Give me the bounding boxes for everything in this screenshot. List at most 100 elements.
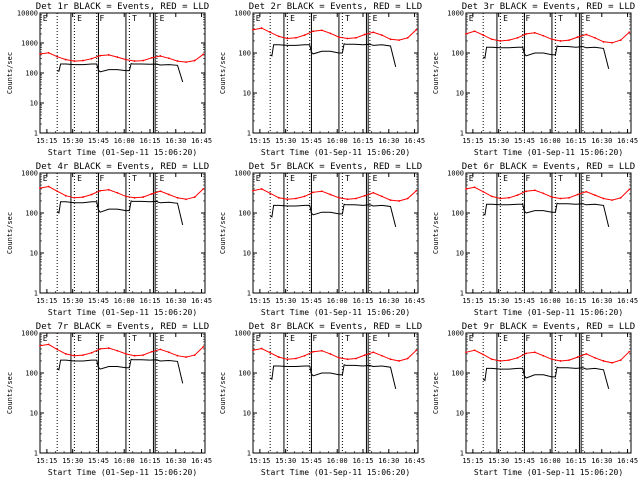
lld-series-point — [389, 199, 392, 202]
lld-series-point — [473, 349, 476, 352]
x-tick-label: 16:00 — [327, 137, 348, 145]
events-series-line — [482, 202, 610, 228]
interval-marker-label: E — [373, 174, 378, 183]
plot-frame — [39, 172, 206, 294]
interval-marker-label: F — [99, 174, 104, 183]
y-axis-label: Counts/sec — [219, 52, 227, 94]
chart-title: Det 3r BLACK = Events, RED = LLD — [462, 2, 635, 12]
lld-series-point — [346, 358, 349, 361]
x-tick-label: 15:15 — [249, 297, 270, 305]
lld-series-point — [415, 28, 418, 31]
x-tick-label: 16:15 — [139, 297, 160, 305]
lld-series-point — [508, 196, 510, 199]
lld-series-point — [533, 31, 536, 34]
x-tick-label: 16:30 — [591, 297, 612, 305]
x-tick-label: 16:45 — [404, 137, 425, 145]
interval-marker-label: E — [503, 174, 508, 183]
lld-series-point — [56, 190, 59, 193]
lld-series-point — [398, 200, 400, 202]
interval-marker-label: E — [469, 334, 474, 343]
x-tick-label: 16:15 — [565, 137, 586, 145]
lld-series-point — [90, 351, 93, 354]
interval-marker-label: E — [290, 174, 295, 183]
x-tick-label: 15:45 — [514, 137, 535, 145]
lld-series-point — [176, 354, 179, 357]
chart-panel: Det 3r BLACK = Events, RED = LLD Counts/s… — [432, 2, 638, 157]
chart-title: Det 8r BLACK = Events, RED = LLD — [249, 322, 422, 332]
lld-series-point — [159, 55, 162, 57]
lld-series-point — [286, 358, 289, 361]
lld-series-point — [133, 196, 136, 199]
x-tick-label: 15:30 — [275, 297, 296, 305]
interval-marker-label: E — [469, 174, 474, 183]
lld-series-point — [90, 57, 93, 60]
events-series-line — [56, 358, 184, 384]
chart-panel: Det 6r BLACK = Events, RED = LLD Counts/s… — [432, 162, 638, 317]
x-tick-label: 16:30 — [378, 137, 399, 145]
lld-series-point — [193, 59, 196, 62]
lld-series-point — [482, 190, 485, 193]
lld-series-point — [303, 34, 306, 37]
x-tick-label: 15:15 — [36, 297, 57, 305]
lld-series-point — [295, 36, 297, 39]
y-tick-label: 1000 — [447, 170, 464, 178]
lld-series-point — [628, 350, 631, 353]
lld-series-point — [252, 189, 254, 192]
y-tick-label: 1000 — [447, 10, 464, 18]
x-tick-label: 16:00 — [327, 297, 348, 305]
lld-series-point — [39, 53, 41, 55]
x-tick-label: 16:00 — [114, 297, 135, 305]
lld-series-point — [594, 194, 596, 197]
lld-series-point — [82, 354, 84, 357]
x-tick-label: 16:30 — [165, 137, 186, 145]
interval-marker-label: E — [373, 334, 378, 343]
lld-series-point — [355, 36, 358, 39]
lld-series-point — [499, 40, 502, 42]
lld-series-point — [269, 351, 272, 354]
x-tick-label: 15:15 — [36, 137, 57, 145]
lld-series-point — [150, 56, 153, 59]
lld-series-point — [56, 348, 59, 351]
lld-series-point — [176, 60, 179, 62]
lld-series-point — [490, 195, 493, 198]
lld-series-point — [202, 188, 205, 190]
x-tick-label: 15:15 — [462, 137, 483, 145]
x-tick-label: 16:30 — [165, 297, 186, 305]
lld-series-point — [338, 36, 340, 38]
lld-series-point — [346, 198, 349, 201]
y-tick-label: 10 — [456, 250, 464, 258]
interval-marker-label: F — [525, 14, 530, 23]
y-tick-label: 10 — [243, 250, 251, 258]
interval-marker-label: E — [290, 14, 295, 23]
lld-series-point — [355, 197, 358, 200]
events-series-line — [269, 43, 397, 68]
y-tick-label: 1000 — [21, 40, 38, 48]
lld-series-point — [611, 41, 613, 44]
lld-series-point — [39, 344, 41, 347]
plot-frame — [465, 332, 632, 454]
lld-series-point — [372, 191, 375, 194]
lld-series-line — [252, 188, 417, 202]
x-tick-label: 16:15 — [565, 297, 586, 305]
lld-series-point — [568, 359, 571, 362]
plot-frame — [465, 172, 632, 294]
lld-series-point — [490, 38, 493, 41]
x-tick-label: 16:00 — [114, 137, 135, 145]
lld-series-point — [398, 360, 400, 362]
interval-marker-label: E — [160, 14, 165, 23]
y-tick-label: 100 — [25, 210, 38, 218]
lld-series-point — [533, 351, 536, 354]
interval-marker-label: E — [160, 334, 165, 343]
y-tick-label: 1 — [34, 450, 38, 458]
events-series-line — [57, 62, 184, 83]
lld-series-point — [312, 30, 315, 33]
x-tick-label: 15:30 — [62, 457, 83, 465]
lld-series-point — [585, 353, 588, 355]
lld-series-point — [116, 191, 119, 194]
lld-series-line — [465, 30, 630, 44]
plot-frame — [252, 172, 419, 294]
x-tick-label: 16:15 — [352, 137, 373, 145]
chart-title: Det 7r BLACK = Events, RED = LLD — [36, 322, 209, 332]
lld-series-point — [168, 193, 170, 196]
lld-series-point — [465, 188, 467, 190]
